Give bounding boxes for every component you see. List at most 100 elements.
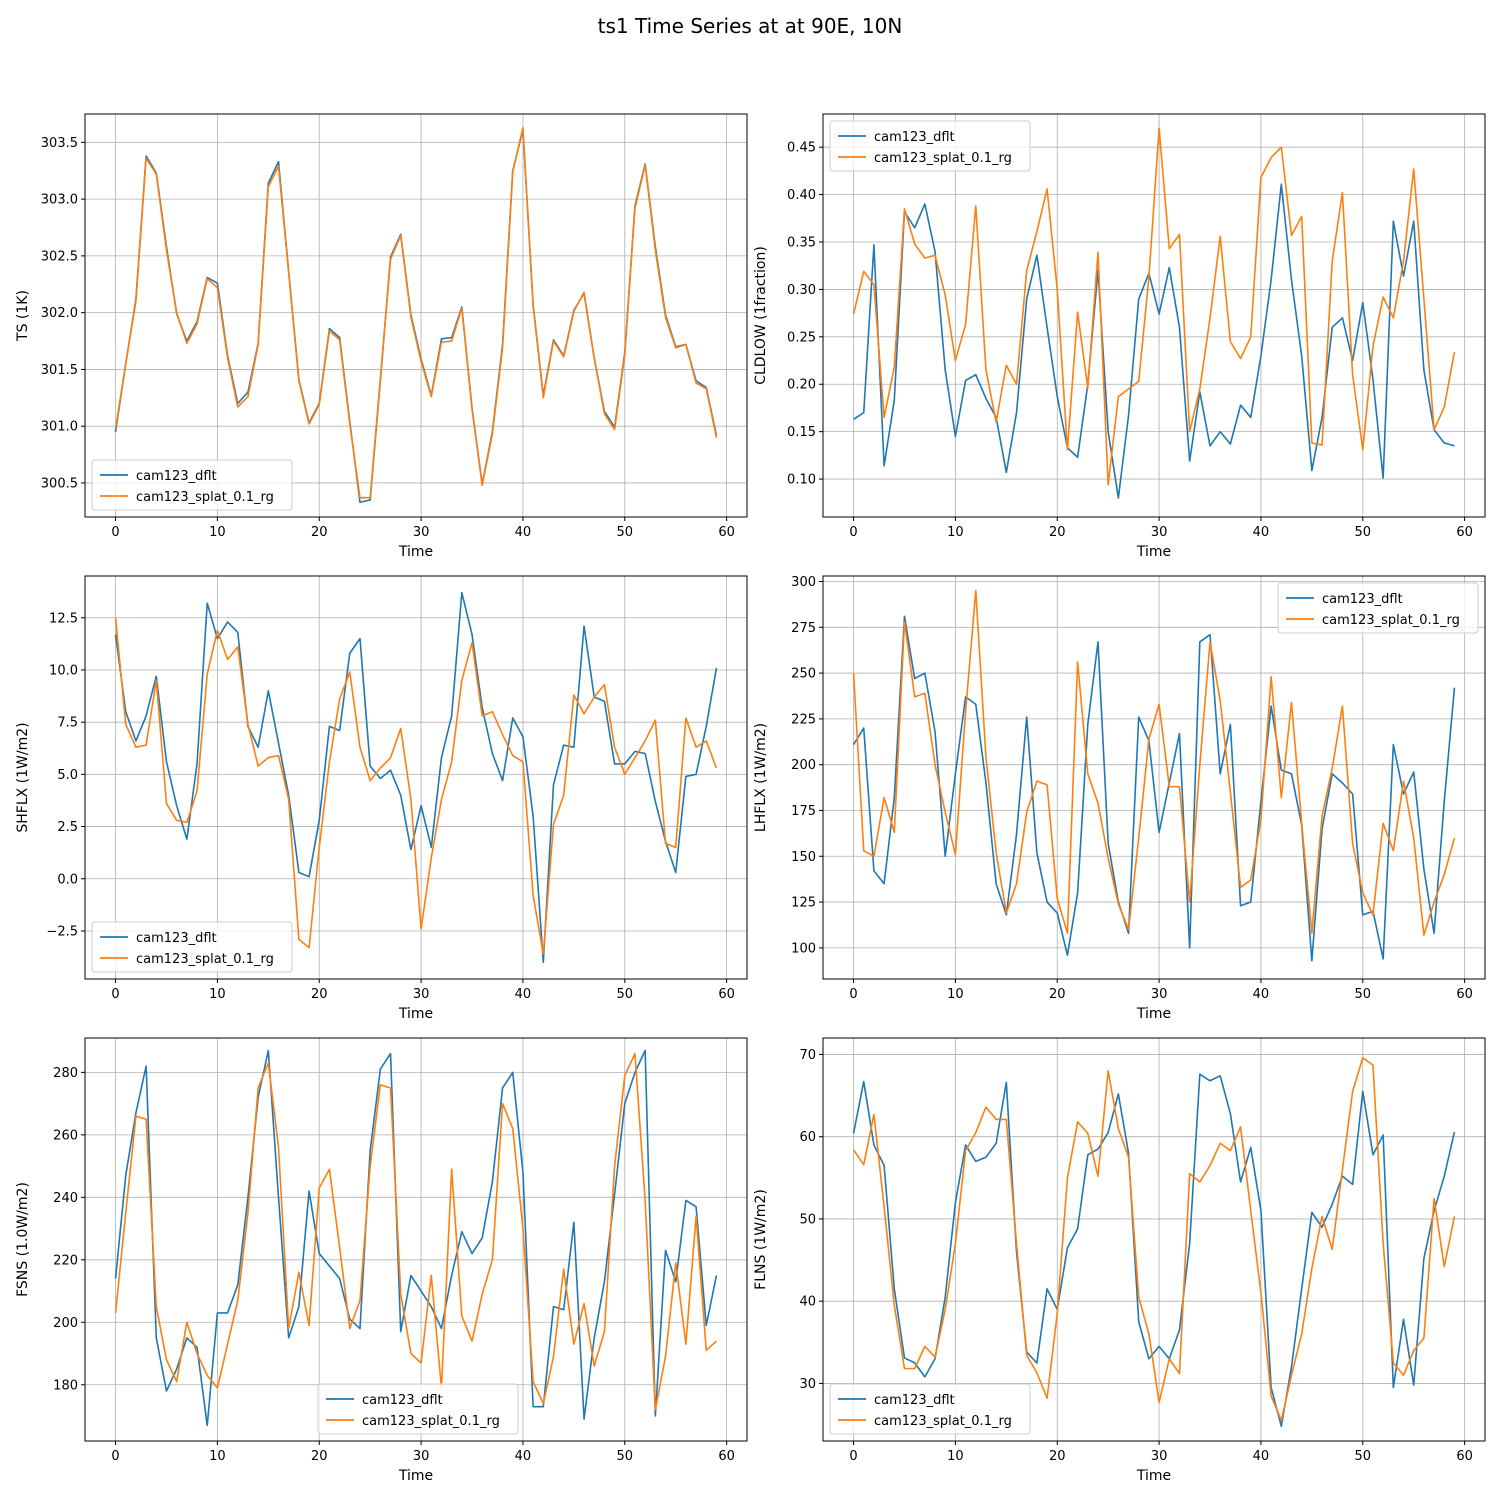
y-tick-label: 300.5 [41, 476, 78, 491]
y-tick-label: 0.45 [787, 141, 816, 156]
x-tick-label: 30 [413, 1449, 430, 1464]
x-tick-label: 60 [1456, 1449, 1473, 1464]
x-tick-label: 10 [947, 1449, 964, 1464]
y-tick-label: 240 [53, 1191, 78, 1206]
x-tick-label: 50 [1355, 1449, 1372, 1464]
x-tick-label: 20 [311, 987, 328, 1002]
y-tick-label: 7.5 [57, 716, 78, 731]
legend-label-cam123_splat_0.1_rg: cam123_splat_0.1_rg [136, 490, 274, 505]
y-tick-label: 250 [791, 667, 816, 682]
y-tick-label: 2.5 [57, 820, 78, 835]
x-tick-label: 0 [111, 525, 119, 540]
x-tick-label: 50 [1355, 525, 1372, 540]
x-tick-label: 40 [515, 1449, 532, 1464]
subplot-4: 0 10 20 30 40 50 60 100 125 150 175 200 225 250 275 300… [753, 575, 1486, 1022]
series-line-cam123_dflt [114, 129, 718, 504]
y-tick-label: 301.0 [41, 420, 78, 435]
y-tick-label: 30 [799, 1377, 816, 1392]
subplot-2: 0 10 20 30 40 50 60 0.10 0.15 0.20 0.25 0.30 0.35 0.4… [753, 113, 1486, 560]
y-tick-label: 5.0 [57, 768, 78, 783]
y-tick-label: 175 [791, 804, 816, 819]
x-tick-label: 60 [1456, 525, 1473, 540]
y-axis-label: FSNS (1.0W/m2) [15, 1182, 31, 1297]
x-tick-label: 60 [1456, 987, 1473, 1002]
y-tick-label: 302.5 [41, 249, 78, 264]
x-axis-label: Time [1136, 1006, 1171, 1022]
y-tick-label: 200 [791, 758, 816, 773]
y-tick-label: 0.0 [57, 872, 78, 887]
y-tick-label: 280 [53, 1066, 78, 1081]
axes-frame [84, 1037, 748, 1442]
x-tick-label: 20 [311, 1449, 328, 1464]
x-tick-label: 20 [1049, 987, 1066, 1002]
x-tick-label: 50 [617, 1449, 634, 1464]
legend: cam123_dflt cam123_splat_0.1_rg [317, 1383, 519, 1435]
x-tick-label: 0 [849, 1449, 857, 1464]
series-line-cam123_dflt [853, 183, 1455, 499]
y-tick-label: 303.5 [41, 136, 78, 151]
legend: cam123_dflt cam123_splat_0.1_rg [91, 459, 293, 511]
series-line-cam123_splat_0.1_rg [852, 127, 1456, 486]
series-line-cam123_splat_0.1_rg [852, 589, 1456, 936]
series-line-cam123_splat_0.1_rg [114, 126, 718, 499]
legend-label-cam123_splat_0.1_rg: cam123_splat_0.1_rg [874, 151, 1012, 166]
y-tick-label: 0.40 [787, 188, 816, 203]
subplot-5: 0 10 20 30 40 50 60 180 200 220 240 260 280 Time FSNS … [15, 1037, 748, 1484]
y-tick-label: 10.0 [49, 663, 78, 678]
y-tick-label: 180 [53, 1378, 78, 1393]
x-tick-label: 30 [413, 525, 430, 540]
legend-label-cam123_dflt: cam123_dflt [136, 469, 217, 484]
y-tick-label: 40 [799, 1295, 816, 1310]
x-tick-label: 0 [111, 987, 119, 1002]
x-tick-label: 50 [1355, 987, 1372, 1002]
x-tick-label: 10 [209, 525, 226, 540]
legend-box [91, 921, 293, 973]
x-tick-label: 20 [1049, 1449, 1066, 1464]
x-axis-label: Time [1136, 544, 1171, 560]
legend-box [829, 1383, 1031, 1435]
axes-frame [84, 113, 748, 518]
y-tick-label: 301.5 [41, 363, 78, 378]
y-tick-label: 260 [53, 1128, 78, 1143]
y-axis-label: TS (1K) [15, 290, 31, 342]
series-line-cam123_dflt [114, 591, 718, 964]
x-tick-label: 40 [1253, 1449, 1270, 1464]
subplot-3: 0 10 20 30 40 50 60 −2.5 0.0 2.5 5.0 7.5 10.0 12.5 Tim… [15, 575, 748, 1022]
x-tick-label: 50 [617, 525, 634, 540]
y-tick-label: 0.10 [787, 473, 816, 488]
x-tick-label: 60 [718, 1449, 735, 1464]
y-tick-label: 70 [799, 1048, 816, 1063]
x-tick-label: 10 [209, 1449, 226, 1464]
y-tick-label: 150 [791, 850, 816, 865]
x-tick-label: 20 [1049, 525, 1066, 540]
x-tick-label: 10 [209, 987, 226, 1002]
legend: cam123_dflt cam123_splat_0.1_rg [1277, 582, 1479, 634]
series-line-cam123_splat_0.1_rg [114, 1052, 717, 1411]
series-line-cam123_splat_0.1_rg [114, 617, 718, 955]
x-tick-label: 30 [1151, 987, 1168, 1002]
legend-label-cam123_dflt: cam123_dflt [874, 130, 955, 145]
axes-frame [822, 1037, 1486, 1442]
legend-label-cam123_dflt: cam123_dflt [136, 931, 217, 946]
y-tick-label: 0.20 [787, 378, 816, 393]
x-tick-label: 60 [718, 525, 735, 540]
legend-label-cam123_splat_0.1_rg: cam123_splat_0.1_rg [136, 952, 274, 967]
y-tick-label: 100 [791, 941, 816, 956]
y-tick-label: 0.15 [787, 425, 816, 440]
x-tick-label: 50 [617, 987, 634, 1002]
y-tick-label: 200 [53, 1316, 78, 1331]
legend-label-cam123_dflt: cam123_dflt [362, 1393, 443, 1408]
axes-frame [822, 113, 1486, 518]
y-tick-label: 60 [799, 1130, 816, 1145]
y-tick-label: 0.35 [787, 236, 816, 251]
legend: cam123_dflt cam123_splat_0.1_rg [829, 120, 1031, 172]
axes-frame [84, 575, 748, 980]
legend-box [829, 120, 1031, 172]
x-axis-label: Time [398, 544, 433, 560]
y-tick-label: 300 [791, 575, 816, 590]
legend-box [91, 459, 293, 511]
y-tick-label: 303.0 [41, 193, 78, 208]
y-tick-label: 12.5 [49, 611, 78, 626]
subplot-1: 0 10 20 30 40 50 60 300.5 301.0 301.5 302.0 302.5 30… [15, 113, 748, 560]
x-tick-label: 10 [947, 525, 964, 540]
